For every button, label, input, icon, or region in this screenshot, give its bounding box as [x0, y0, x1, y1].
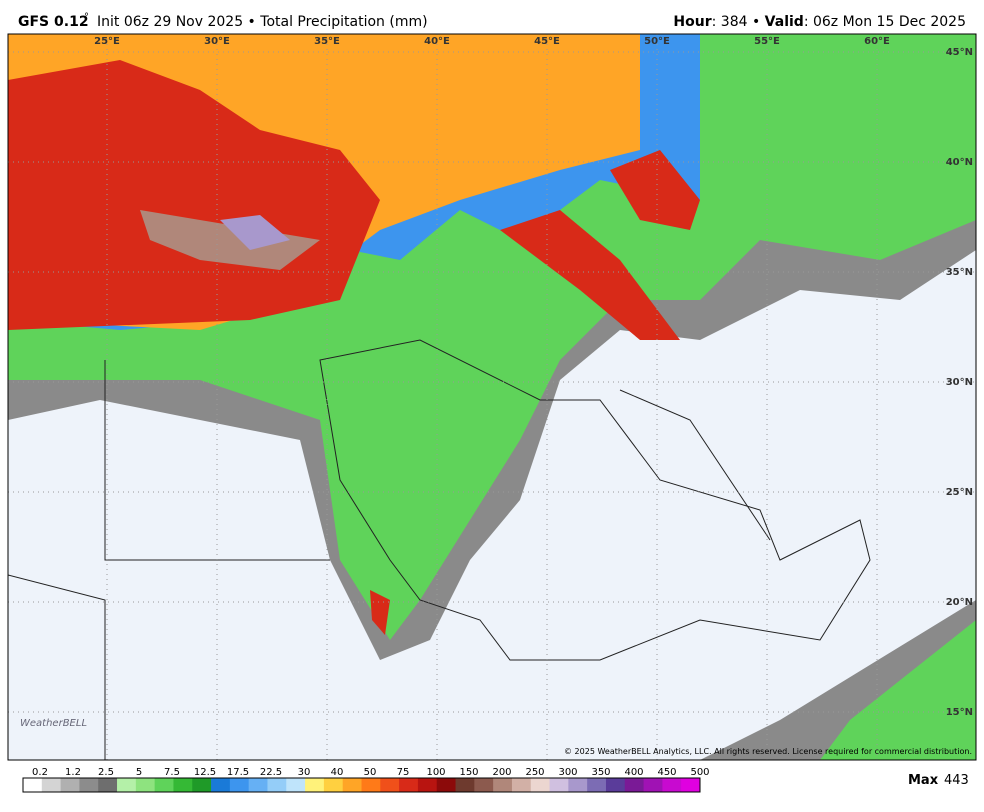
- graticule: 25°E 30°E 35°E 40°E 45°E 50°E 55°E 60°E 45°N 40°N…: [8, 34, 976, 760]
- legend-swatch: [286, 778, 306, 792]
- precip-red-south: [370, 590, 390, 635]
- legend-swatch: [267, 778, 287, 792]
- valid-label: Valid: [765, 14, 804, 30]
- max-value: 443: [944, 773, 969, 788]
- longitude-label: 45°E: [534, 36, 560, 47]
- legend-swatch: [681, 778, 701, 792]
- degree-sign: °: [84, 12, 89, 23]
- valid-value: : 06z Mon 15 Dec 2025: [804, 14, 966, 30]
- legend-swatch: [568, 778, 588, 792]
- legend-swatch: [342, 778, 362, 792]
- legend-label: 40: [331, 767, 344, 778]
- map: 25°E 30°E 35°E 40°E 45°E 50°E 55°E 60°E 45°N 40°N…: [8, 34, 976, 760]
- legend-swatch: [305, 778, 325, 792]
- init-info: Init 06z 29 Nov 2025 • Total Precipitati…: [97, 14, 428, 30]
- legend-label: 300: [558, 767, 577, 778]
- hour-label: Hour: [673, 14, 711, 30]
- latitude-label: 25°N: [946, 487, 973, 498]
- max-label: Max: [908, 773, 939, 788]
- latitude-label: 20°N: [946, 597, 973, 608]
- legend-label: 250: [525, 767, 544, 778]
- legend-swatch: [455, 778, 475, 792]
- legend-label: 30: [298, 767, 311, 778]
- longitude-label: 30°E: [204, 36, 230, 47]
- legend-label: 100: [426, 767, 445, 778]
- legend-swatch: [511, 778, 532, 792]
- latitude-label: 40°N: [946, 157, 973, 168]
- legend-label: 2.5: [98, 767, 114, 778]
- legend-label: 0.2: [32, 767, 48, 778]
- precip-brown: [140, 210, 320, 270]
- legend-label: 350: [591, 767, 610, 778]
- precip-green-south: [820, 620, 976, 760]
- legend-swatch: [662, 778, 682, 792]
- legend-swatch: [530, 778, 551, 792]
- legend-label: 7.5: [164, 767, 180, 778]
- latitude-label: 30°N: [946, 377, 973, 388]
- legend-swatch: [624, 778, 645, 792]
- legend-swatch: [643, 778, 663, 792]
- legend-label: 400: [624, 767, 643, 778]
- legend-swatch: [154, 778, 174, 792]
- legend-swatch: [117, 778, 137, 792]
- legend-label: 12.5: [194, 767, 216, 778]
- copyright: © 2025 WeatherBELL Analytics, LLC. All r…: [564, 747, 972, 756]
- legend-frame: [22, 777, 701, 793]
- latitude-label: 35°N: [946, 267, 973, 278]
- legend-label: 200: [492, 767, 511, 778]
- longitude-label: 50°E: [644, 36, 670, 47]
- legend-swatch: [605, 778, 626, 792]
- legend-swatch: [587, 778, 607, 792]
- legend-swatch: [380, 778, 400, 792]
- borders: [8, 360, 771, 760]
- legend-swatch: [417, 778, 438, 792]
- legend-swatch: [79, 778, 99, 792]
- longitude-label: 35°E: [314, 36, 340, 47]
- logo: WeatherBELL: [20, 718, 87, 729]
- legend-swatch: [135, 778, 156, 792]
- legend-swatch: [192, 778, 212, 792]
- legend-label: 5: [136, 767, 142, 778]
- legend-swatch: [229, 778, 250, 792]
- longitude-label: 55°E: [754, 36, 780, 47]
- legend-swatch: [493, 778, 513, 792]
- model-name: GFS 0.12: [18, 14, 89, 30]
- legend-swatch: [60, 778, 80, 792]
- legend-label: 500: [690, 767, 709, 778]
- longitude-label: 40°E: [424, 36, 450, 47]
- legend-swatch: [248, 778, 268, 792]
- hour-value: : 384 •: [712, 14, 765, 30]
- legend-label: 150: [459, 767, 478, 778]
- legend-swatch: [474, 778, 494, 792]
- precip-red-east: [500, 150, 700, 340]
- legend-label: 75: [397, 767, 410, 778]
- legend-swatch: [399, 778, 419, 792]
- legend-swatch: [549, 778, 569, 792]
- legend-swatch: [98, 778, 118, 792]
- legend-swatch: [173, 778, 193, 792]
- legend-label: 1.2: [65, 767, 81, 778]
- legend-label: 22.5: [260, 767, 282, 778]
- latitude-label: 45°N: [946, 47, 973, 58]
- legend-swatch: [361, 778, 381, 792]
- legend-swatch: [23, 778, 43, 792]
- longitude-label: 60°E: [864, 36, 890, 47]
- valid-info: Hour: 384 • Valid: 06z Mon 15 Dec 2025: [673, 14, 966, 30]
- legend-label: 450: [657, 767, 676, 778]
- legend-swatch: [323, 778, 344, 792]
- legend-swatch: [211, 778, 231, 792]
- legend-label: 17.5: [227, 767, 249, 778]
- legend-swatch: [41, 778, 62, 792]
- color-legend: 0.2 1.2 2.5 5 7.5 12.5 17.5 22.5 30 40 50 75 100 150 2…: [22, 767, 710, 793]
- longitude-label: 25°E: [94, 36, 120, 47]
- precip-purple: [220, 215, 290, 250]
- map-frame: [7, 33, 977, 761]
- latitude-label: 15°N: [946, 707, 973, 718]
- legend-swatch: [436, 778, 457, 792]
- coastline: [319, 339, 871, 661]
- legend-label: 50: [364, 767, 377, 778]
